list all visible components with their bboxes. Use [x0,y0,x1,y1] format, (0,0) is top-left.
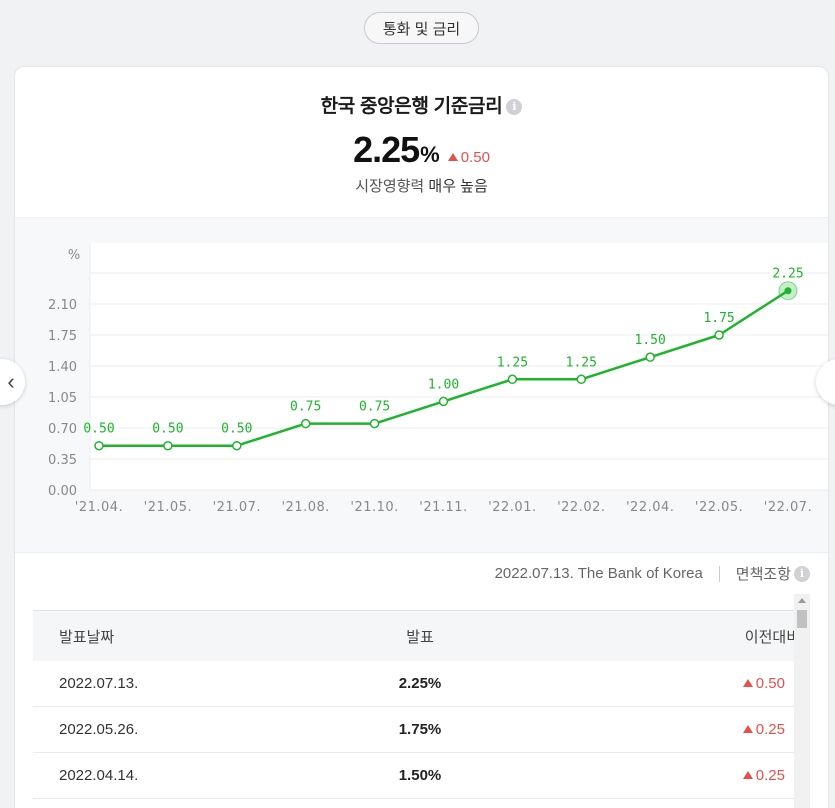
row-change-value: 0.25 [755,721,785,738]
disclaimer-link[interactable]: 면책조항 [735,566,791,583]
rate-change-value: 0.50 [460,149,490,166]
data-point [576,374,587,385]
data-label: 1.25 [566,355,597,370]
y-tick-label: 0.35 [48,453,77,468]
data-label: 0.50 [152,422,183,437]
source-text: 2022.07.13. The Bank of Korea [494,565,703,582]
rate-card: 한국 중앙은행 기준금리 i 2.25% 0.50 시장영향력 매우 높음 % 0.0… [14,66,829,808]
data-label: 2.25 [772,267,803,282]
data-point [300,418,311,429]
announcement-table: 발표날짜 발표 이전대비 2022.07.13. 2.25% 0.50 2022… [33,610,810,799]
tab-currency-rates[interactable]: 통화 및 금리 [364,12,479,44]
data-point [163,440,173,451]
row-change-value: 0.25 [755,767,785,784]
page-title: 한국 중앙은행 기준금리 [320,96,503,117]
table-header: 발표날짜 발표 이전대비 [33,610,810,661]
divider [718,565,720,582]
market-impact-value: 매우 높음 [428,178,488,195]
chart-area: % 0.00 0.35 0.70 1.05 1.40 1.75 2.10 '21.04. '21.… [15,217,828,553]
row-value: 1.50% [398,767,442,784]
table-row: 2022.05.26. 1.75% 0.25 [33,707,795,753]
row-value: 2.25% [398,675,442,692]
market-impact-label: 시장영향력 [355,178,425,195]
x-tick-label: '21.05. [144,500,192,515]
table-row: 2022.07.13. 2.25% 0.50 [33,661,795,707]
header-change: 이전대비 [744,628,800,646]
x-tick-label: '22.01. [488,500,536,515]
data-point [784,287,792,295]
row-date: 2022.05.26. [59,721,139,738]
data-label: 1.25 [497,355,528,370]
triangle-up-icon [742,771,753,779]
data-point [369,418,380,429]
x-tick-label: '22.05. [695,500,743,515]
data-point [232,440,242,451]
y-axis-label: % [68,248,80,263]
x-tick-label: '21.10. [350,500,398,515]
data-point [645,352,655,362]
data-point [94,440,104,451]
row-date: 2022.04.14. [59,767,139,784]
market-impact: 시장영향력 매우 높음 [15,175,828,196]
header-date: 발표날짜 [59,628,115,646]
y-tick-label: 0.00 [48,484,77,499]
triangle-up-icon [742,679,753,687]
row-value: 1.75% [398,721,442,738]
data-point [507,374,518,385]
data-point [438,396,449,407]
data-point [714,330,724,340]
info-icon[interactable]: i [506,99,523,115]
data-label: 0.75 [290,400,321,415]
y-tick-label: 1.05 [48,391,77,406]
triangle-up-icon [742,725,753,733]
row-change: 0.50 [549,675,795,692]
data-label: 0.50 [83,422,114,437]
x-tick-label: '21.04. [75,500,123,515]
scroll-thumb[interactable] [797,610,807,628]
rate-line-chart: % 0.00 0.35 0.70 1.05 1.40 1.75 2.10 '21.04. '21.… [48,243,828,515]
scroll-up-arrow[interactable] [798,598,806,603]
current-value-row: 2.25% 0.50 [15,129,828,171]
triangle-up-icon [447,153,458,161]
row-date: 2022.07.13. [59,675,139,692]
current-rate-unit: % [420,142,440,167]
y-tick-label: 1.75 [48,329,77,344]
row-change: 0.25 [549,721,795,738]
x-tick-label: '22.07. [764,500,812,515]
source-row: 2022.07.13. The Bank of Korea 면책조항 i [495,563,810,584]
x-tick-label: '21.08. [281,500,329,515]
x-tick-label: '22.02. [557,500,605,515]
next-chart-button[interactable]: › [816,359,835,405]
data-label: 0.50 [221,422,252,437]
y-tick-label: 1.40 [48,360,77,375]
info-icon[interactable]: i [794,565,810,582]
x-tick-label: '22.04. [626,500,674,515]
x-tick-label: '21.11. [419,500,467,515]
data-label: 1.75 [703,311,734,326]
data-label: 0.75 [359,400,390,415]
y-tick-label: 2.10 [48,298,77,313]
data-label: 1.00 [428,377,459,392]
row-change-value: 0.50 [755,675,785,692]
title-row: 한국 중앙은행 기준금리 i [15,91,828,118]
header-value: 발표 [406,628,434,646]
y-tick-label: 0.70 [48,422,77,437]
rate-change: 0.50 [447,149,490,166]
x-tick-label: '21.07. [213,500,261,515]
chevron-left-icon: ‹ [7,369,15,394]
current-rate-value: 2.25 [353,129,420,170]
table-row: 2022.04.14. 1.50% 0.25 [33,753,795,799]
data-label: 1.50 [635,333,666,348]
row-change: 0.25 [549,767,795,784]
table-scrollbar[interactable] [794,594,810,808]
